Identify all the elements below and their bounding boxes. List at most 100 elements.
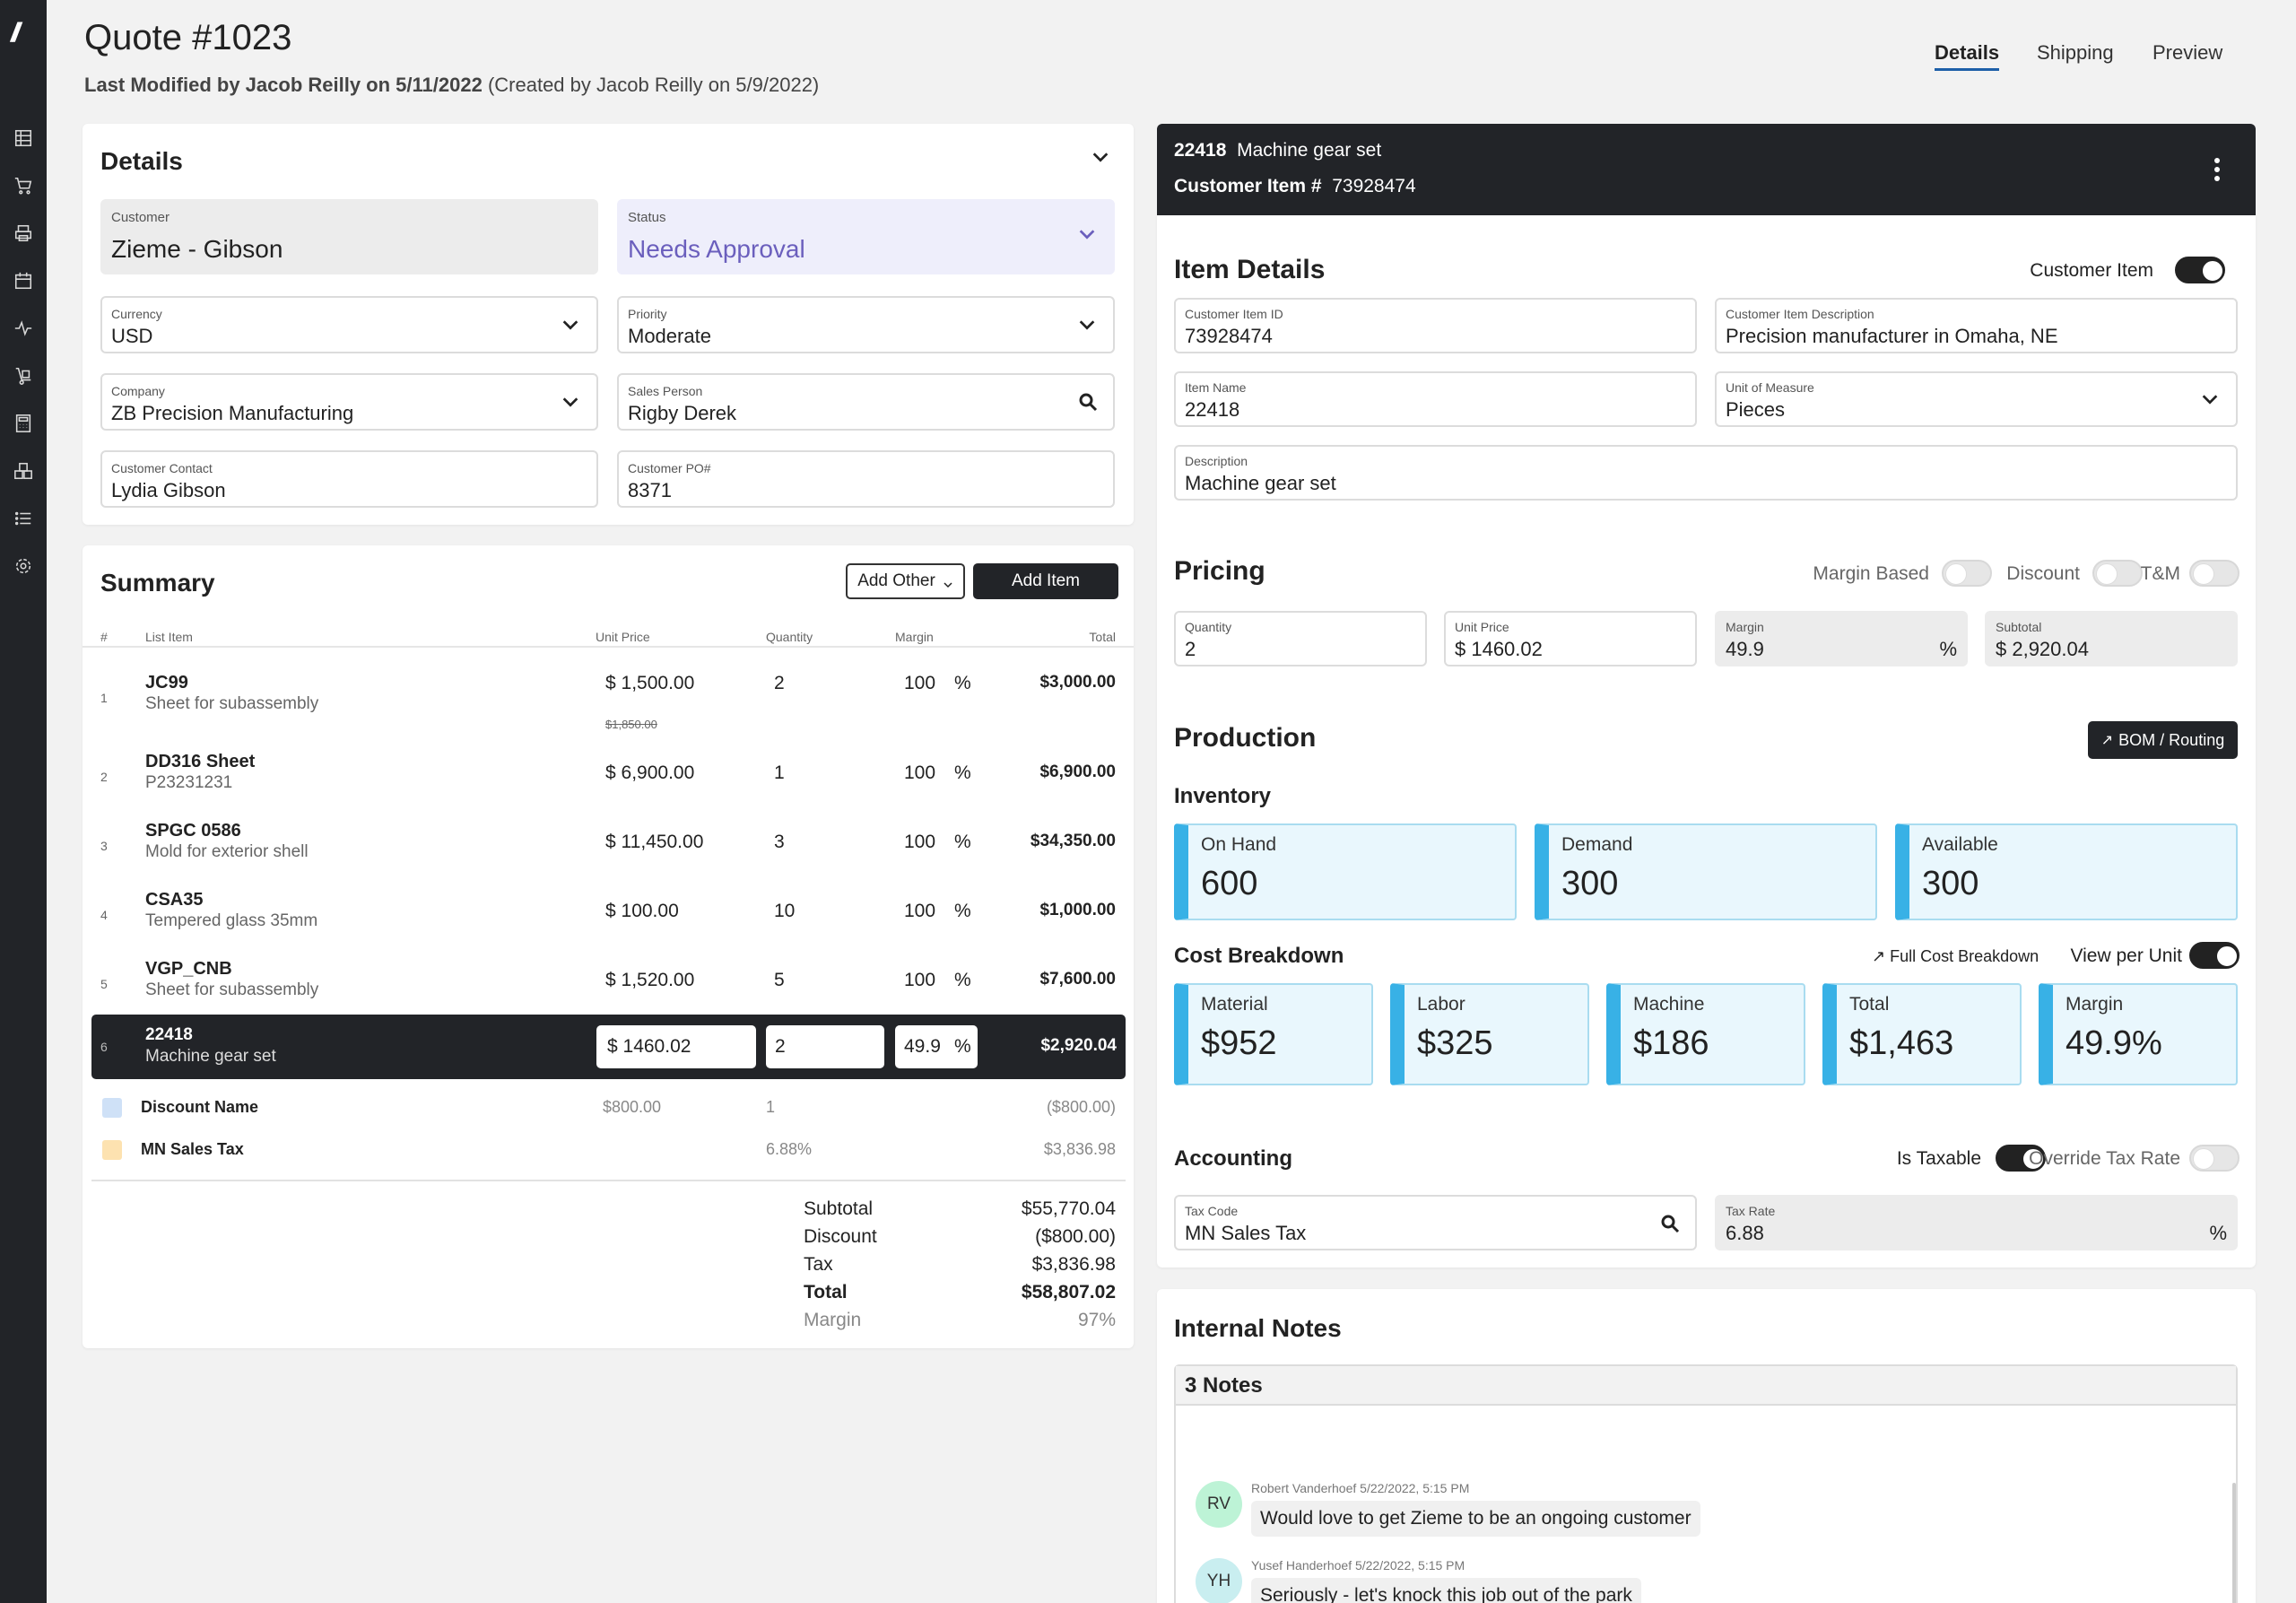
tab-preview[interactable]: Preview <box>2152 41 2223 64</box>
is-taxable-toggle[interactable] <box>1996 1145 2046 1172</box>
labor-label: Labor <box>1417 994 1465 1015</box>
total-cost-value: $1,463 <box>1849 1024 1954 1062</box>
quantity-input[interactable]: 2 <box>766 1025 884 1068</box>
discount-toggle[interactable] <box>2092 560 2143 587</box>
summary-title: Summary <box>100 569 215 597</box>
sales-person-field[interactable]: Sales Person Rigby Derek <box>617 373 1115 431</box>
activity-icon[interactable] <box>11 316 36 341</box>
on-hand-value: 600 <box>1201 865 1258 902</box>
cart-icon[interactable] <box>11 173 36 198</box>
pricing-margin-value: 49.9 <box>1726 638 1764 660</box>
customer-field[interactable]: Customer Zieme - Gibson <box>100 199 598 274</box>
row-total: $6,900.00 <box>1039 762 1116 781</box>
row-total: $7,600.00 <box>1039 970 1116 989</box>
labor-value: $325 <box>1417 1024 1493 1062</box>
pricing-quantity-field[interactable]: Quantity 2 <box>1174 611 1427 666</box>
hand-truck-icon[interactable] <box>11 363 36 388</box>
bom-routing-button[interactable]: ↗ BOM / Routing <box>2088 721 2238 759</box>
unit-of-measure-label: Unit of Measure <box>1726 380 1814 395</box>
inventory-title: Inventory <box>1174 784 1272 808</box>
discount-row[interactable]: Discount Name $800.00 1 ($800.00) <box>83 1091 1134 1127</box>
unit-of-measure-select[interactable]: Unit of Measure Pieces <box>1715 371 2238 427</box>
priority-select[interactable]: Priority Moderate <box>617 296 1115 353</box>
table-row[interactable]: 1 JC99 Sheet for subassembly $ 1,500.00 … <box>83 662 1134 736</box>
discount-qty: 1 <box>766 1098 776 1116</box>
unit-of-measure-value: Pieces <box>1726 398 1786 421</box>
printer-icon[interactable] <box>11 221 36 246</box>
avatar[interactable]: YH <box>1196 1558 1242 1603</box>
machine-label: Machine <box>1633 994 1705 1015</box>
add-item-button[interactable]: Add Item <box>973 563 1118 599</box>
customer-contact-field[interactable]: Customer Contact Lydia Gibson <box>100 450 598 508</box>
table-row[interactable]: 4 CSA35 Tempered glass 35mm $ 100.00 10 … <box>83 886 1134 949</box>
collapse-chevron-icon[interactable] <box>1091 147 1110 167</box>
row-num: 4 <box>100 908 108 922</box>
search-icon[interactable] <box>1077 391 1099 413</box>
gear-icon[interactable] <box>11 553 36 579</box>
more-vertical-icon[interactable] <box>2214 158 2220 181</box>
chevron-down-icon <box>2200 389 2220 409</box>
cost-breakdown-title: Cost Breakdown <box>1174 944 1344 968</box>
inventory-icon[interactable] <box>11 458 36 484</box>
status-select[interactable]: Status Needs Approval <box>617 199 1115 274</box>
tm-toggle[interactable] <box>2189 560 2239 587</box>
customer-item-id-field[interactable]: Customer Item ID 73928474 <box>1174 298 1697 353</box>
row-item-desc: Sheet for subassembly <box>145 694 319 713</box>
pricing-unit-price-field[interactable]: Unit Price $ 1460.02 <box>1444 611 1697 666</box>
search-icon[interactable] <box>1659 1213 1681 1234</box>
customer-item-toggle[interactable] <box>2175 257 2225 283</box>
company-value: ZB Precision Manufacturing <box>111 402 354 424</box>
tax-code-field[interactable]: Tax Code MN Sales Tax <box>1174 1195 1697 1250</box>
tax-code-value: MN Sales Tax <box>1185 1222 1307 1244</box>
table-row[interactable]: 3 SPGC 0586 Mold for exterior shell $ 11… <box>83 817 1134 880</box>
full-cost-breakdown-link[interactable]: ↗ Full Cost Breakdown <box>1872 947 2039 966</box>
tax-rate: 6.88% <box>766 1140 813 1158</box>
view-per-unit-toggle[interactable] <box>2189 942 2239 969</box>
logo-icon[interactable]: // <box>11 18 20 48</box>
customer-po-field[interactable]: Customer PO# 8371 <box>617 450 1115 508</box>
tab-details[interactable]: Details <box>1935 41 2000 71</box>
notes-box: 3 Notes RV Robert Vanderhoef 5/22/2022, … <box>1174 1364 2238 1603</box>
customer-po-value: 8371 <box>628 479 672 501</box>
tax-label: Tax <box>804 1254 833 1275</box>
selected-row[interactable]: 6 22418 Machine gear set $ 1460.02 2 49.… <box>91 1015 1126 1079</box>
override-tax-rate-toggle[interactable] <box>2189 1145 2239 1172</box>
demand-label: Demand <box>1561 834 1633 855</box>
row-num: 1 <box>100 691 108 705</box>
tax-total: $3,836.98 <box>1043 1140 1116 1158</box>
customer-item-toggle-label: Customer Item <box>2030 260 2153 281</box>
divider <box>91 1180 1126 1181</box>
item-header-customer: Customer Item # 73928474 <box>1174 176 1416 197</box>
add-other-button[interactable]: Add Other <box>846 563 965 599</box>
margin-based-toggle[interactable] <box>1942 560 1992 587</box>
table-row[interactable]: 2 DD316 Sheet P23231231 $ 6,900.00 1 100… <box>83 748 1134 811</box>
labor-tile: Labor $325 <box>1390 983 1589 1085</box>
unit-price-input[interactable]: $ 1460.02 <box>596 1025 756 1068</box>
tax-row[interactable]: MN Sales Tax 6.88% $3,836.98 <box>83 1133 1134 1169</box>
currency-select[interactable]: Currency USD <box>100 296 598 353</box>
calendar-icon[interactable] <box>11 268 36 293</box>
item-name-field[interactable]: Item Name 22418 <box>1174 371 1697 427</box>
row-price: $ 11,450.00 <box>605 832 704 852</box>
row-margin: 100 <box>904 901 936 921</box>
item-name-label: Item Name <box>1185 380 1247 395</box>
avatar[interactable]: RV <box>1196 1481 1242 1528</box>
description-field[interactable]: Description Machine gear set <box>1174 445 2238 501</box>
margin-input[interactable]: 49.9 % <box>895 1025 978 1068</box>
tab-shipping[interactable]: Shipping <box>2037 41 2114 64</box>
tax-code-label: Tax Code <box>1185 1204 1239 1218</box>
margin-based-label: Margin Based <box>1813 563 1929 584</box>
view-per-unit-label: View per Unit <box>2070 945 2182 966</box>
table-row[interactable]: 5 VGP_CNB Sheet for subassembly $ 1,520.… <box>83 955 1134 1018</box>
chevron-down-icon <box>1077 315 1097 335</box>
company-select[interactable]: Company ZB Precision Manufacturing <box>100 373 598 431</box>
material-value: $952 <box>1201 1024 1277 1062</box>
calculator-icon[interactable] <box>11 411 36 436</box>
grid-icon[interactable] <box>11 126 36 151</box>
notes-scrollbar[interactable] <box>2232 1483 2236 1603</box>
pricing-quantity-label: Quantity <box>1185 620 1232 634</box>
customer-item-desc-field[interactable]: Customer Item Description Precision manu… <box>1715 298 2238 353</box>
note-text: Seriously - let's knock this job out of … <box>1251 1578 1641 1603</box>
pricing-margin-label: Margin <box>1726 620 1764 634</box>
list-icon[interactable] <box>11 506 36 531</box>
